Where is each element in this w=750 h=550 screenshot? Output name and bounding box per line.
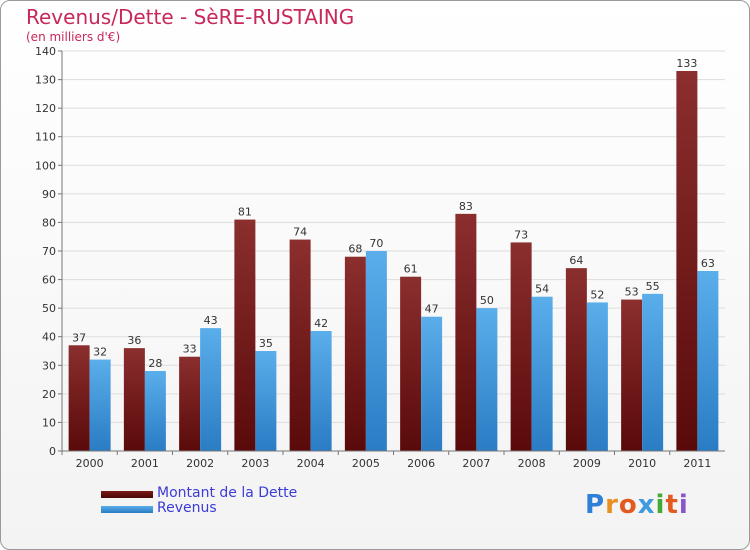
bar-dette (676, 71, 698, 451)
y-tick-label: 10 (42, 416, 56, 429)
bar-dette (400, 276, 422, 451)
legend-swatch-dette (101, 491, 153, 498)
bar-value-label: 50 (480, 294, 494, 307)
bar-value-label: 70 (369, 237, 383, 250)
x-tick-label: 2002 (186, 457, 214, 470)
bar-dette (68, 345, 90, 451)
legend-label-dette: Montant de la Dette (157, 485, 298, 501)
y-tick-label: 0 (49, 445, 56, 458)
bar-value-label: 73 (514, 228, 528, 241)
x-tick-label: 2009 (573, 457, 601, 470)
bar-value-label: 47 (425, 303, 439, 316)
y-tick-label: 40 (42, 331, 56, 344)
y-tick-label: 110 (35, 131, 56, 144)
y-tick-label: 70 (42, 245, 56, 258)
bar-dette (289, 239, 311, 451)
y-tick-label: 120 (35, 102, 56, 115)
x-tick-label: 2004 (297, 457, 325, 470)
bar-value-label: 35 (259, 337, 273, 350)
bar-dette (621, 299, 643, 451)
chart-subtitle: (en milliers d'€) (26, 30, 121, 44)
bar-value-label: 54 (535, 283, 549, 296)
bar-value-label: 63 (701, 257, 715, 270)
bar-value-label: 133 (676, 57, 697, 70)
y-tick-label: 90 (42, 188, 56, 201)
bar-revenus (89, 359, 111, 451)
bar-value-label: 55 (646, 280, 660, 293)
x-tick-label: 2010 (628, 457, 656, 470)
bar-revenus (365, 251, 387, 451)
y-tick-label: 140 (35, 45, 56, 58)
bar-value-label: 32 (93, 346, 107, 359)
y-tick-label: 20 (42, 388, 56, 401)
y-tick-label: 80 (42, 216, 56, 229)
bar-value-label: 33 (183, 343, 197, 356)
bar-dette (179, 356, 201, 451)
logo-letter: i (655, 490, 666, 520)
x-tick-label: 2007 (462, 457, 490, 470)
x-tick-label: 2006 (407, 457, 435, 470)
bar-dette (455, 213, 477, 451)
bar-value-label: 83 (459, 200, 473, 213)
bar-dette (510, 242, 532, 451)
x-tick-label: 2005 (352, 457, 380, 470)
bar-revenus (200, 328, 222, 451)
bar-revenus (421, 316, 443, 451)
x-tick-label: 2008 (518, 457, 546, 470)
logo-letter: x (637, 490, 656, 520)
bar-dette (123, 348, 145, 451)
bar-value-label: 64 (569, 254, 583, 267)
bar-dette (565, 268, 587, 451)
y-tick-label: 100 (35, 159, 56, 172)
logo-letter: i (678, 490, 689, 520)
bar-value-label: 53 (625, 286, 639, 299)
bar-dette (344, 256, 366, 451)
bar-value-label: 52 (590, 288, 604, 301)
bar-revenus (310, 331, 332, 451)
bar-revenus (531, 296, 553, 451)
bar-revenus (476, 308, 498, 451)
x-tick-label: 2000 (76, 457, 104, 470)
bar-dette (234, 219, 256, 451)
proxiti-logo: Proxiti (585, 490, 689, 520)
y-tick-label: 30 (42, 359, 56, 372)
y-tick-label: 60 (42, 274, 56, 287)
x-tick-label: 2003 (241, 457, 269, 470)
bar-revenus (586, 302, 608, 451)
chart-title: Revenus/Dette - SèRE-RUSTAING (26, 5, 355, 29)
y-tick-label: 130 (35, 74, 56, 87)
bar-revenus (642, 293, 664, 451)
bar-value-label: 36 (127, 334, 141, 347)
legend-swatch-revenus (101, 506, 153, 513)
logo-letter: r (605, 490, 619, 520)
bar-value-label: 42 (314, 317, 328, 330)
bar-revenus (255, 351, 277, 451)
bar-value-label: 61 (404, 263, 418, 276)
bar-value-label: 37 (72, 331, 86, 344)
bar-value-label: 68 (348, 243, 362, 256)
logo-letter: P (585, 490, 606, 520)
bar-value-label: 28 (148, 357, 162, 370)
y-tick-label: 50 (42, 302, 56, 315)
bar-value-label: 74 (293, 226, 307, 239)
x-tick-label: 2011 (683, 457, 711, 470)
bar-revenus (144, 371, 166, 451)
x-tick-label: 2001 (131, 457, 159, 470)
logo-letter: o (618, 490, 638, 520)
bar-value-label: 43 (204, 314, 218, 327)
logo-letter: t (665, 490, 679, 520)
bar-value-label: 81 (238, 206, 252, 219)
legend-label-revenus: Revenus (157, 500, 217, 516)
bar-revenus (697, 271, 719, 451)
